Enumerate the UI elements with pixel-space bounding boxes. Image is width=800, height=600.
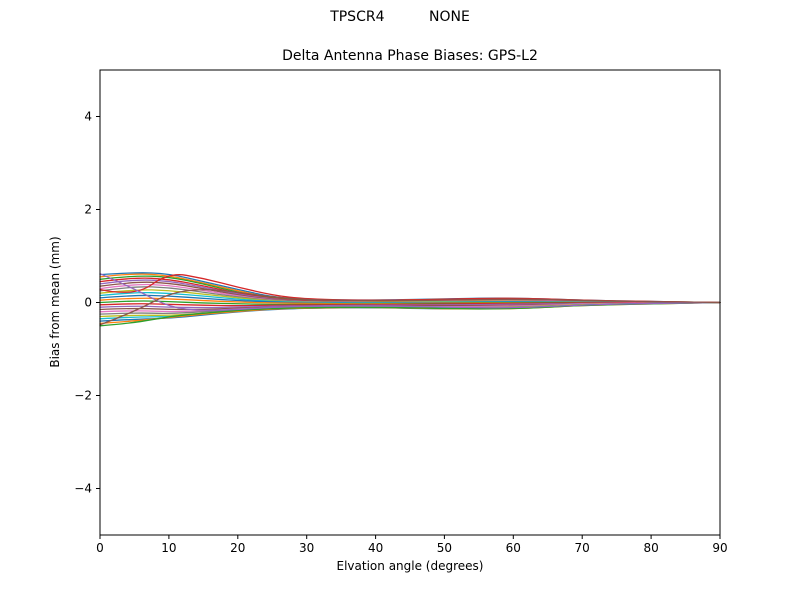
x-tick-label: 20 <box>230 541 245 555</box>
y-tick-label: −2 <box>74 389 92 403</box>
x-tick-label: 10 <box>161 541 176 555</box>
axes-title: Delta Antenna Phase Biases: GPS-L2 <box>282 48 538 64</box>
y-tick-label: −4 <box>74 482 92 496</box>
y-tick-label: 4 <box>84 110 92 124</box>
x-tick-label: 90 <box>712 541 727 555</box>
series-line <box>99 273 721 312</box>
y-tick-label: 2 <box>84 203 92 217</box>
x-tick-label: 30 <box>299 541 314 555</box>
y-axis-label: Bias from mean (mm) <box>48 236 62 368</box>
y-tick-label: 0 <box>84 296 92 310</box>
x-tick-label: 0 <box>96 541 104 555</box>
figure-suptitle: TPSCR4 NONE <box>330 9 470 25</box>
x-tick-label: 50 <box>437 541 452 555</box>
x-tick-label: 80 <box>643 541 658 555</box>
x-tick-label: 40 <box>368 541 383 555</box>
x-tick-label: 60 <box>506 541 521 555</box>
x-axis-label: Elvation angle (degrees) <box>336 559 484 573</box>
x-tick-label: 70 <box>575 541 590 555</box>
series-line <box>99 288 721 326</box>
